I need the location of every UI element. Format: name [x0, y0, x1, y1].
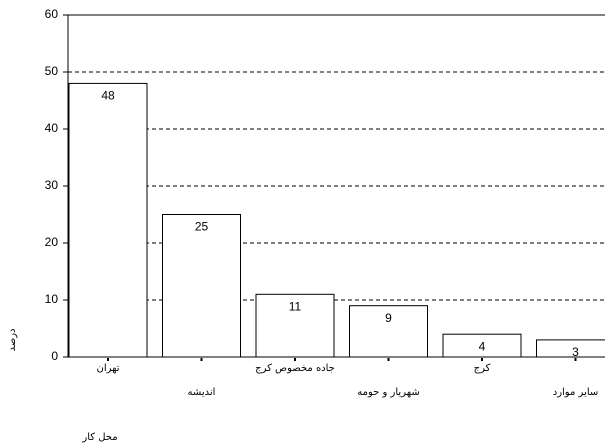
x-axis-label: محل کار — [81, 432, 117, 443]
x-tick — [294, 358, 296, 361]
bar — [68, 82, 148, 358]
bar — [255, 293, 335, 358]
bar — [442, 333, 522, 358]
x-tick-label: جاده مخصوص کرج — [255, 363, 335, 374]
data-label: 48 — [101, 89, 115, 103]
y-tick-label: 40 — [45, 121, 59, 135]
y-tick-label: 30 — [45, 178, 59, 192]
x-tick — [107, 358, 109, 361]
y-tick-label: 60 — [45, 7, 59, 21]
x-tick-label: کرج — [474, 363, 491, 374]
data-label: 3 — [572, 345, 579, 359]
y-tick-label: 50 — [45, 64, 59, 78]
y-tick-label: 20 — [45, 235, 59, 249]
x-tick-label: اندیشه — [188, 387, 216, 398]
x-tick-label: سایر موارد — [553, 387, 599, 398]
bar — [162, 214, 241, 358]
data-label: 4 — [479, 339, 486, 353]
bar — [349, 305, 428, 358]
y-tick-label: 10 — [45, 292, 59, 306]
data-label: 9 — [385, 311, 392, 325]
y-tick-label: 0 — [51, 349, 58, 363]
x-tick — [574, 358, 577, 361]
x-tick-label: شهریار و حومه — [357, 387, 419, 398]
x-tick — [481, 358, 483, 361]
data-label: 11 — [289, 299, 302, 313]
y-axis-label: درصد — [7, 328, 18, 351]
x-tick — [387, 358, 390, 361]
data-label: 25 — [195, 220, 209, 234]
x-tick — [200, 358, 203, 361]
bar — [536, 339, 605, 358]
x-tick-label: تهران — [96, 363, 119, 374]
